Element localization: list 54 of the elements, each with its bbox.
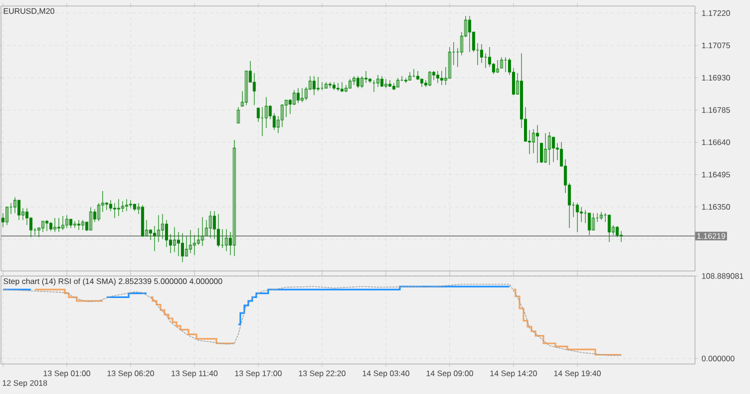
candlestick <box>77 220 80 230</box>
candlestick <box>336 82 340 92</box>
candlestick <box>332 82 336 90</box>
candlestick <box>45 220 48 232</box>
candlestick <box>129 200 132 208</box>
candlestick <box>53 218 56 232</box>
candlestick <box>428 70 432 86</box>
candlestick <box>256 108 260 122</box>
candlestick <box>548 132 551 166</box>
candlestick <box>121 200 124 212</box>
candlestick <box>496 60 500 74</box>
candlestick <box>296 88 300 104</box>
candlestick <box>356 76 360 88</box>
candlestick <box>352 76 356 86</box>
candlestick <box>89 206 92 230</box>
candlestick <box>73 220 76 228</box>
candlestick <box>216 214 220 248</box>
candlestick <box>384 78 388 88</box>
candlestick <box>208 210 212 238</box>
candlestick <box>388 80 392 88</box>
candlestick <box>300 88 304 102</box>
candlestick <box>436 70 440 84</box>
candlestick <box>348 78 352 88</box>
candlestick <box>324 82 328 88</box>
candlestick <box>376 74 380 88</box>
candlestick <box>200 216 204 246</box>
candlestick <box>81 220 84 230</box>
candlestick <box>188 230 192 254</box>
candlestick <box>65 214 68 228</box>
candlestick <box>328 82 332 88</box>
candlestick <box>600 212 603 220</box>
candlestick <box>173 226 176 252</box>
candlestick <box>125 198 128 212</box>
candlestick <box>180 232 184 262</box>
candlestick <box>544 132 547 164</box>
candlestick <box>480 44 484 64</box>
candlestick <box>440 70 444 86</box>
candlestick <box>113 202 116 218</box>
candlestick <box>576 202 579 232</box>
candlestick <box>380 76 384 88</box>
candlestick <box>316 76 320 92</box>
candlestick <box>264 96 268 128</box>
candlestick <box>608 214 611 242</box>
candlestick <box>468 16 472 52</box>
candlestick <box>117 198 120 216</box>
candlestick <box>17 200 20 220</box>
candlestick <box>57 218 60 232</box>
candlestick <box>536 124 539 164</box>
candlestick <box>61 216 64 230</box>
candlestick <box>340 82 344 92</box>
candlestick <box>500 56 504 68</box>
candlestick <box>408 72 412 80</box>
candlestick <box>312 76 316 96</box>
candlestick <box>224 228 228 252</box>
